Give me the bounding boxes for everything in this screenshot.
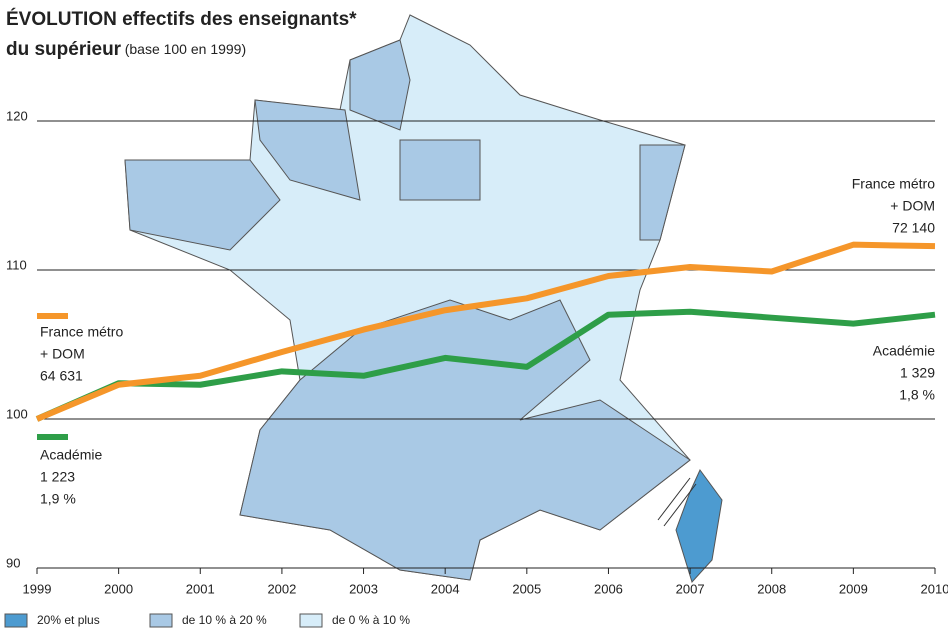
annotation: 1,9 % bbox=[40, 491, 76, 507]
annotation: France métro bbox=[852, 176, 935, 192]
annotation: 1 329 bbox=[900, 365, 935, 381]
map-region bbox=[349, 39, 411, 131]
annotation: 1 223 bbox=[40, 469, 75, 485]
annotation: Académie bbox=[873, 343, 935, 359]
x-tick-label: 2009 bbox=[839, 581, 868, 596]
annotation: + DOM bbox=[40, 346, 85, 362]
x-tick-label: 2008 bbox=[757, 581, 786, 596]
y-tick-label: 90 bbox=[6, 555, 20, 570]
map-region bbox=[124, 159, 281, 251]
series-line bbox=[35, 241, 936, 422]
map-region bbox=[399, 139, 481, 201]
series-line bbox=[35, 308, 936, 422]
map-region bbox=[239, 299, 691, 581]
annotation: Académie bbox=[40, 447, 102, 463]
map-region bbox=[254, 99, 361, 201]
annotation: 1,8 % bbox=[899, 387, 935, 403]
x-tick-label: 2010 bbox=[921, 581, 948, 596]
map-legend-label: de 10 % à 20 % bbox=[182, 613, 267, 627]
y-tick-label: 100 bbox=[6, 406, 28, 421]
map-region bbox=[639, 144, 686, 241]
x-tick-label: 2000 bbox=[104, 581, 133, 596]
map-legend-swatch bbox=[149, 613, 173, 628]
x-tick-label: 1999 bbox=[23, 581, 52, 596]
x-tick-label: 2006 bbox=[594, 581, 623, 596]
map-legend-label: de 0 % à 10 % bbox=[332, 613, 410, 627]
annotation: France métro bbox=[40, 324, 123, 340]
map-separator bbox=[663, 483, 697, 527]
x-tick-label: 2002 bbox=[267, 581, 296, 596]
x-tick-label: 2003 bbox=[349, 581, 378, 596]
x-tick-label: 2004 bbox=[431, 581, 460, 596]
y-tick-label: 110 bbox=[6, 257, 27, 272]
subtitle: (base 100 en 1999) bbox=[125, 41, 246, 57]
map-legend-label: 20% et plus bbox=[37, 613, 100, 627]
chart-subtitle: du supérieur (base 100 en 1999) bbox=[6, 39, 246, 60]
annotation: 64 631 bbox=[40, 368, 83, 384]
chart-title: ÉVOLUTION effectifs des enseignants* bbox=[6, 8, 357, 30]
x-tick-label: 2007 bbox=[676, 581, 705, 596]
annotation: + DOM bbox=[890, 198, 935, 214]
x-tick-label: 2005 bbox=[512, 581, 541, 596]
y-tick-label: 120 bbox=[6, 108, 28, 123]
annotation: 72 140 bbox=[892, 220, 935, 236]
map-separator bbox=[657, 477, 691, 521]
map-legend-swatch bbox=[4, 613, 28, 628]
x-tick-label: 2001 bbox=[186, 581, 215, 596]
map bbox=[124, 14, 723, 583]
map-legend-swatch bbox=[299, 613, 323, 628]
title-line: du supérieur bbox=[6, 39, 122, 60]
